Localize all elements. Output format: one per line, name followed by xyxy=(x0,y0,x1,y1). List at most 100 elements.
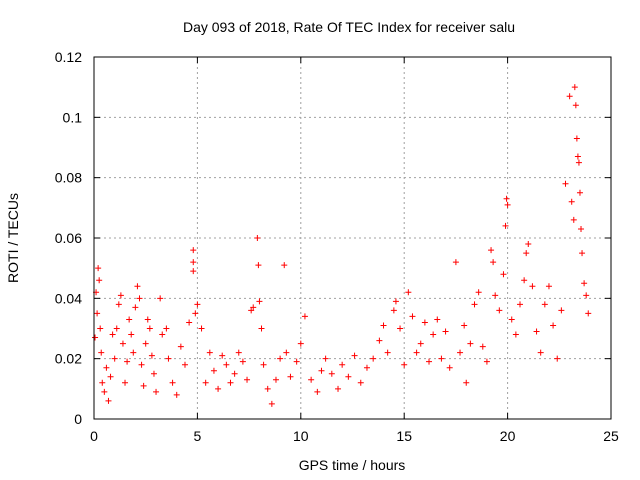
data-point xyxy=(463,379,470,386)
data-point xyxy=(523,250,530,257)
data-point xyxy=(318,367,325,374)
data-point xyxy=(446,364,453,371)
data-point xyxy=(254,235,261,241)
data-point xyxy=(268,400,275,407)
data-point xyxy=(192,310,199,317)
data-point xyxy=(142,340,149,347)
data-point xyxy=(163,325,170,332)
data-point xyxy=(186,319,193,326)
data-point xyxy=(572,102,579,109)
data-point xyxy=(107,373,114,380)
data-point xyxy=(479,343,486,350)
data-point xyxy=(258,325,265,332)
data-point xyxy=(98,349,105,356)
x-axis-label: GPS time / hours xyxy=(299,457,406,473)
data-point xyxy=(113,325,120,332)
data-point xyxy=(140,382,147,389)
data-point xyxy=(457,349,464,356)
y-tick-label: 0.1 xyxy=(63,109,83,125)
x-tick-label: 5 xyxy=(194,428,202,444)
data-point xyxy=(227,379,234,386)
y-tick-label: 0 xyxy=(74,411,82,427)
data-point xyxy=(169,379,176,386)
data-points xyxy=(92,84,592,407)
data-point xyxy=(132,304,139,311)
data-point xyxy=(148,352,155,359)
data-point xyxy=(533,328,540,335)
data-point xyxy=(206,349,213,356)
data-point xyxy=(95,265,102,272)
data-point xyxy=(537,349,544,356)
data-point xyxy=(97,325,104,332)
data-point xyxy=(545,283,552,290)
y-tick-label: 0.02 xyxy=(55,351,82,367)
data-point xyxy=(380,322,387,329)
data-point xyxy=(202,379,209,386)
data-point xyxy=(119,340,126,347)
data-point xyxy=(578,225,585,232)
data-point xyxy=(452,259,459,266)
data-point xyxy=(409,313,416,320)
data-point xyxy=(260,361,267,368)
data-point xyxy=(210,367,217,374)
data-point xyxy=(198,325,205,332)
data-point xyxy=(570,216,577,223)
axis-ticks: 0 5 10 15 20 25 0 0.02 0.04 0.06 0.08 0.1 0.12 xyxy=(55,49,619,444)
data-point xyxy=(122,379,129,386)
data-point xyxy=(401,361,408,368)
data-point xyxy=(351,352,358,359)
data-point xyxy=(190,259,197,266)
data-point xyxy=(144,316,151,323)
data-point xyxy=(244,376,251,383)
data-point xyxy=(575,159,582,166)
data-point xyxy=(438,355,445,362)
x-tick-label: 0 xyxy=(90,428,98,444)
plot-frame xyxy=(93,56,612,420)
data-point xyxy=(130,349,137,356)
data-point xyxy=(500,271,507,278)
data-point xyxy=(281,262,288,269)
data-point xyxy=(405,289,412,296)
data-point xyxy=(467,340,474,347)
data-point xyxy=(177,343,184,350)
data-point xyxy=(471,301,478,308)
data-point xyxy=(181,361,188,368)
data-point xyxy=(558,307,565,314)
data-point xyxy=(390,307,397,314)
data-point xyxy=(223,361,230,368)
data-point xyxy=(576,189,583,196)
data-point xyxy=(215,385,222,392)
data-point xyxy=(376,337,383,344)
data-point xyxy=(272,376,279,383)
data-point xyxy=(442,328,449,335)
data-point xyxy=(397,325,404,332)
data-point xyxy=(159,331,166,338)
data-point xyxy=(314,388,321,395)
y-tick-label: 0.12 xyxy=(55,49,82,65)
data-point xyxy=(146,325,153,332)
data-point xyxy=(111,355,118,362)
data-point xyxy=(475,289,482,296)
data-point xyxy=(335,385,342,392)
data-point xyxy=(345,373,352,380)
data-point xyxy=(105,397,112,404)
data-point xyxy=(421,319,428,326)
data-point xyxy=(573,135,580,142)
data-point xyxy=(370,355,377,362)
data-point xyxy=(550,322,557,329)
y-tick-label: 0.04 xyxy=(55,290,82,306)
data-point xyxy=(581,280,588,287)
data-point xyxy=(165,355,172,362)
data-point xyxy=(392,298,399,305)
y-tick-label: 0.08 xyxy=(55,170,82,186)
data-point xyxy=(426,358,433,365)
data-point xyxy=(357,379,364,386)
data-point xyxy=(417,340,424,347)
data-point xyxy=(554,355,561,362)
data-point xyxy=(566,93,573,100)
data-point xyxy=(277,355,284,362)
data-point xyxy=(235,349,242,356)
data-point xyxy=(157,295,164,302)
data-point xyxy=(126,316,133,323)
data-point xyxy=(219,352,226,359)
